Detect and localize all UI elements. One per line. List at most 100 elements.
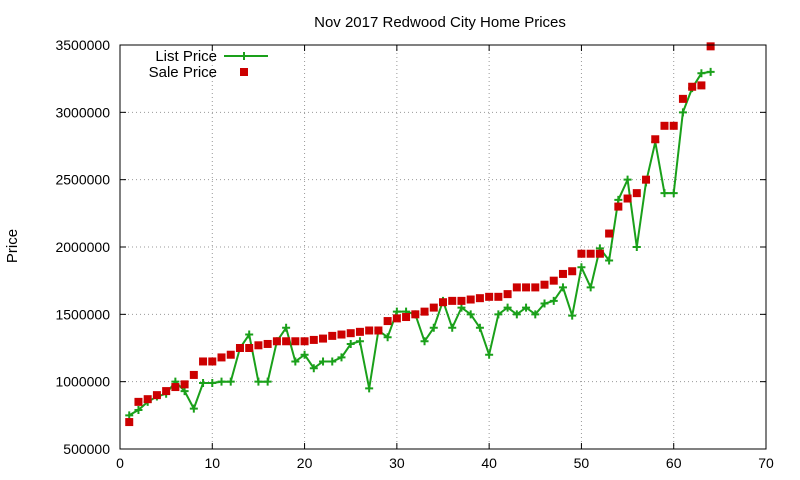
sale-price-point: [678, 94, 687, 103]
sale-price-point: [374, 326, 383, 335]
sale-price-point: [439, 298, 447, 307]
sale-price-point: [595, 249, 604, 258]
list-price-point: [254, 377, 263, 386]
x-tick-label: 70: [758, 455, 774, 471]
x-tick-label: 20: [297, 455, 313, 471]
list-price-point: [300, 350, 309, 359]
y-tick-label: 3500000: [55, 37, 110, 53]
x-tick-label: 60: [666, 455, 682, 471]
x-tick-label: 40: [481, 455, 497, 471]
list-price-point: [512, 310, 521, 319]
chart-title: Nov 2017 Redwood City Home Prices: [314, 14, 566, 31]
list-price-point: [706, 67, 715, 76]
sale-price-point: [706, 42, 715, 51]
list-price-point: [383, 333, 392, 342]
list-price-point: [392, 307, 401, 316]
list-price-point: [328, 357, 337, 366]
sale-price-point: [568, 267, 577, 276]
list-price-point: [485, 350, 494, 359]
list-price-line: [128, 70, 711, 417]
x-tick-label: 10: [204, 455, 220, 471]
list-price-point: [558, 283, 567, 292]
sale-price-point: [337, 330, 346, 339]
sale-price-point: [254, 341, 263, 350]
sale-price-point: [540, 280, 549, 289]
list-price-point: [522, 303, 531, 312]
y-tick-label: 2000000: [55, 239, 110, 255]
list-price-point: [420, 337, 429, 346]
list-price-point: [623, 175, 632, 184]
sale-price-point: [383, 317, 392, 326]
y-tick-label: 1500000: [55, 306, 110, 322]
legend-label-list-price: List Price: [155, 48, 217, 65]
list-price-point: [586, 283, 595, 292]
list-price-point: [319, 357, 328, 366]
list-price-point: [475, 323, 484, 332]
list-price-point: [466, 310, 475, 319]
list-price-point: [605, 256, 614, 265]
sale-price-point: [309, 335, 318, 344]
sale-price-point: [411, 310, 420, 319]
sale-price-point: [199, 357, 208, 366]
list-price-point: [448, 323, 457, 332]
sale-price-point: [623, 194, 632, 203]
list-price-point: [134, 405, 143, 414]
axis-ticks: 0 10 20 30 40 50 60 70 500000 1000000 1500000 20000…: [55, 37, 774, 471]
sale-price-point: [669, 121, 678, 130]
sale-price-point: [466, 295, 475, 304]
list-price-point: [199, 379, 208, 388]
list-price-point: [309, 364, 318, 373]
y-tick-label: 500000: [63, 441, 110, 457]
series-sale-price: [125, 42, 715, 427]
y-tick-label: 3000000: [55, 104, 110, 120]
list-price-point: [189, 404, 198, 413]
sale-price-point: [392, 314, 401, 323]
sale-price-point: [319, 334, 328, 343]
sale-price-point: [125, 418, 134, 427]
gridlines: [120, 45, 766, 449]
x-tick-label: 0: [116, 455, 124, 471]
sale-price-point: [632, 189, 641, 198]
list-price-point: [208, 379, 217, 388]
list-price-point: [125, 411, 134, 420]
sale-price-point: [586, 249, 595, 258]
legend-label-sale-price: Sale Price: [149, 64, 217, 81]
list-price-point: [337, 353, 346, 362]
legend-marker-sale-price: [240, 68, 248, 76]
plot-frame: [119, 44, 767, 450]
list-price-point: [365, 384, 374, 393]
sale-price-point: [549, 276, 558, 285]
sale-price-point: [217, 353, 226, 362]
sale-price-point: [162, 387, 171, 396]
list-price-point: [282, 323, 291, 332]
sale-price-point: [152, 391, 161, 400]
sale-price-point: [558, 269, 567, 278]
data-series: [125, 42, 715, 427]
sale-price-point: [134, 397, 143, 406]
sale-price-point: [245, 344, 254, 352]
sale-price-point: [429, 303, 438, 312]
list-price-point: [429, 323, 438, 332]
legend-marker-list-price: [240, 52, 248, 60]
list-price-point: [226, 377, 235, 386]
sale-price-point: [485, 292, 494, 301]
sale-price-point: [660, 121, 669, 130]
list-price-point: [355, 337, 364, 346]
sale-price-point: [494, 292, 503, 301]
list-price-point: [263, 377, 272, 386]
list-price-point: [217, 377, 226, 386]
x-tick-label: 50: [574, 455, 590, 471]
sale-price-point: [226, 350, 235, 359]
sale-price-point: [475, 294, 484, 303]
legend: List Price Sale Price: [149, 48, 268, 81]
series-list-price: [125, 67, 715, 420]
sale-price-point: [614, 202, 623, 211]
list-price-point: [577, 263, 586, 272]
sale-price-point: [688, 82, 697, 91]
list-price-point: [503, 303, 512, 312]
sale-price-point: [291, 337, 300, 346]
list-price-point: [549, 296, 558, 305]
list-price-point: [180, 387, 189, 396]
sale-price-point: [143, 395, 152, 404]
